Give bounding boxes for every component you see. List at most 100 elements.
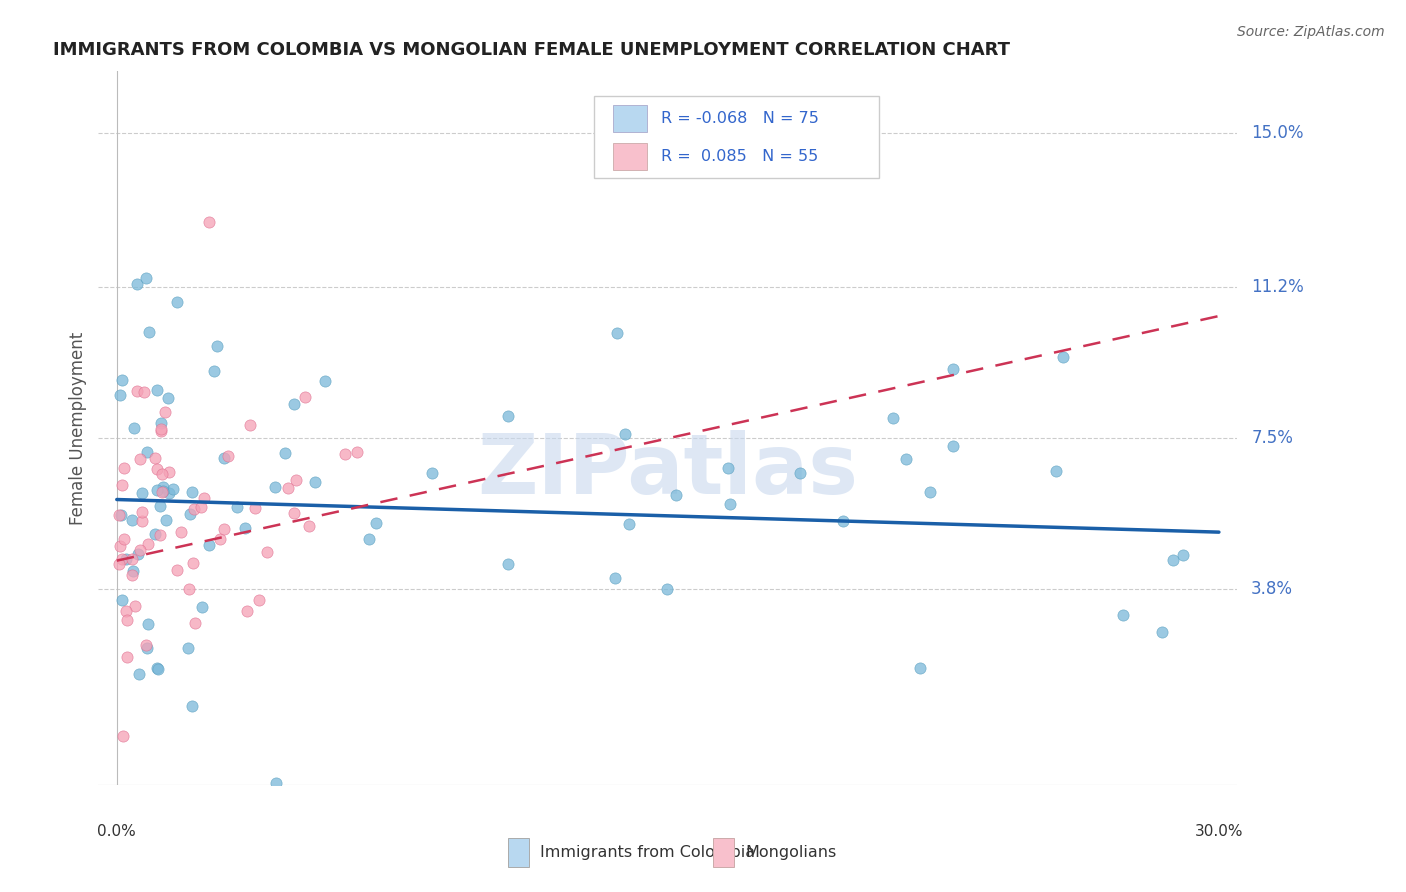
Point — [145, 383, 167, 397]
Point — [264, 775, 287, 789]
Point — [121, 568, 143, 582]
Point — [145, 661, 167, 675]
Point — [603, 571, 626, 585]
Point — [115, 552, 138, 566]
Point — [107, 557, 129, 571]
Point — [122, 421, 145, 435]
Point — [156, 391, 179, 405]
Point — [138, 325, 160, 339]
Point — [150, 485, 173, 500]
Point — [127, 547, 149, 561]
Point — [132, 385, 155, 400]
Point — [665, 488, 688, 502]
Point — [179, 582, 201, 596]
Point — [613, 426, 636, 441]
Point — [1045, 465, 1067, 479]
Point — [128, 543, 150, 558]
Point — [606, 326, 628, 340]
Point — [135, 271, 157, 285]
Point — [226, 500, 249, 514]
Point — [283, 506, 305, 520]
Point — [155, 513, 177, 527]
Point — [152, 480, 174, 494]
Point — [180, 699, 202, 714]
Point — [1111, 608, 1133, 623]
FancyBboxPatch shape — [613, 105, 647, 132]
Point — [314, 374, 336, 388]
Point — [294, 390, 316, 404]
Point — [149, 499, 172, 513]
Point — [617, 516, 640, 531]
Point — [108, 539, 131, 553]
Point — [181, 485, 204, 500]
Text: 0.0%: 0.0% — [97, 824, 136, 838]
Point — [209, 532, 232, 546]
Point — [205, 338, 228, 352]
Point — [193, 491, 215, 506]
Text: R = -0.068   N = 75: R = -0.068 N = 75 — [661, 112, 818, 126]
Point — [920, 485, 942, 500]
Point — [364, 516, 387, 530]
Text: Mongolians: Mongolians — [745, 846, 837, 860]
Point — [112, 461, 135, 475]
Point — [152, 484, 174, 499]
Text: 3.8%: 3.8% — [1251, 580, 1294, 599]
FancyBboxPatch shape — [713, 838, 734, 867]
Point — [184, 615, 207, 630]
Point — [882, 410, 904, 425]
Text: Immigrants from Colombia: Immigrants from Colombia — [540, 846, 755, 860]
FancyBboxPatch shape — [509, 838, 529, 867]
Point — [197, 215, 219, 229]
Point — [112, 729, 135, 743]
Point — [214, 451, 236, 466]
Text: 7.5%: 7.5% — [1251, 429, 1294, 448]
Point — [655, 582, 678, 597]
Point — [110, 508, 132, 523]
Point — [235, 604, 257, 618]
Point — [112, 532, 135, 546]
Point — [233, 521, 256, 535]
Point — [277, 481, 299, 495]
Point — [135, 445, 157, 459]
Point — [166, 295, 188, 310]
Point — [143, 451, 166, 466]
Point — [128, 451, 150, 466]
Point — [1052, 351, 1074, 365]
Point — [166, 563, 188, 577]
Point — [131, 504, 153, 518]
Text: 15.0%: 15.0% — [1251, 123, 1303, 142]
Point — [212, 522, 235, 536]
Point — [111, 373, 134, 387]
Point — [143, 527, 166, 541]
Point — [146, 462, 169, 476]
Point — [146, 483, 169, 497]
Point — [181, 557, 204, 571]
Point — [170, 525, 193, 540]
Point — [247, 593, 270, 607]
Point — [176, 640, 198, 655]
Point — [896, 451, 918, 466]
Point — [942, 439, 965, 453]
Point — [179, 508, 201, 522]
Point — [157, 465, 180, 479]
Point — [131, 514, 153, 528]
Point — [191, 599, 214, 614]
Point — [1152, 625, 1174, 640]
Point — [346, 445, 368, 459]
Y-axis label: Female Unemployment: Female Unemployment — [69, 332, 87, 524]
Point — [149, 527, 172, 541]
Point — [183, 502, 205, 516]
Point — [245, 500, 267, 515]
Point — [942, 362, 965, 376]
Point — [136, 617, 159, 632]
Point — [135, 638, 157, 652]
Point — [121, 512, 143, 526]
Point — [127, 277, 149, 291]
Point — [150, 467, 173, 482]
Point — [1161, 553, 1184, 567]
Point — [190, 500, 212, 514]
Point — [283, 396, 305, 410]
FancyBboxPatch shape — [593, 96, 879, 178]
Text: Source: ZipAtlas.com: Source: ZipAtlas.com — [1237, 25, 1385, 39]
Point — [111, 593, 134, 607]
